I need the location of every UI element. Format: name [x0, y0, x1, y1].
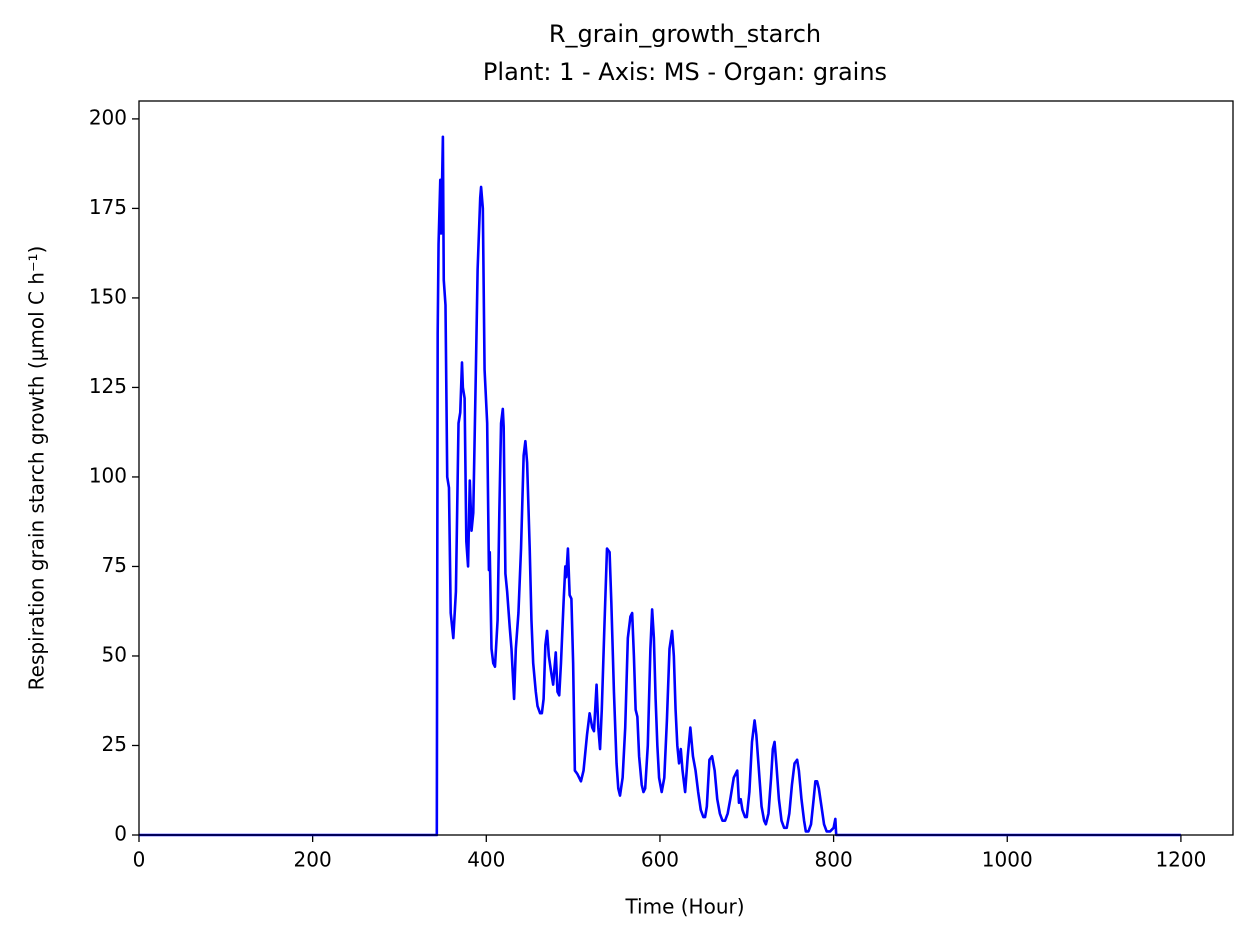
y-tick-label: 50	[102, 642, 127, 666]
x-tick-label: 200	[294, 848, 332, 872]
y-axis-label: Respiration grain starch growth (µmol C …	[25, 246, 49, 691]
x-tick-label: 1000	[982, 848, 1033, 872]
y-tick-label: 150	[89, 284, 127, 308]
y-tick-label: 175	[89, 195, 127, 219]
y-tick-label: 200	[89, 105, 127, 129]
y-tick-label: 100	[89, 463, 127, 487]
x-axis-label: Time (Hour)	[624, 895, 744, 919]
chart-subtitle: Plant: 1 - Axis: MS - Organ: grains	[483, 58, 887, 86]
x-tick-label: 400	[467, 848, 505, 872]
plot-frame	[138, 100, 1234, 836]
data-line	[139, 135, 1181, 837]
y-tick-label: 25	[102, 732, 127, 756]
chart-title: R_grain_growth_starch	[549, 20, 821, 48]
x-tick-label: 0	[133, 848, 146, 872]
x-tick-label: 600	[641, 848, 679, 872]
y-tick-label: 75	[102, 553, 127, 577]
y-tick-label: 0	[114, 822, 127, 846]
x-tick-label: 800	[815, 848, 853, 872]
x-tick-label: 1200	[1155, 848, 1206, 872]
y-tick-label: 125	[89, 374, 127, 398]
